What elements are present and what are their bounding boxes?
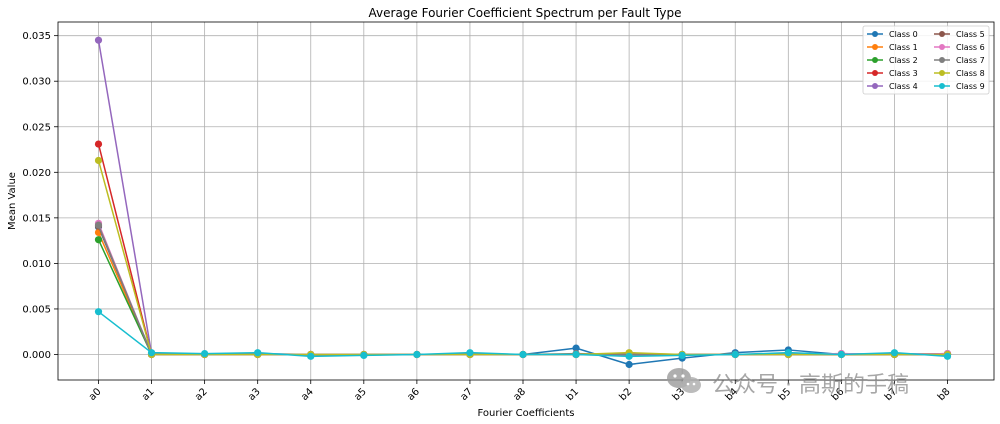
plot-frame: [57, 21, 995, 381]
data-point: [307, 352, 315, 360]
y-tick-label: 0.030: [22, 77, 51, 88]
legend-swatch-marker: [872, 57, 878, 63]
chart-title: Average Fourier Coefficient Spectrum per…: [369, 6, 682, 20]
grid: [58, 22, 994, 380]
legend-item: Class 5: [934, 30, 985, 39]
legend-label: Class 5: [956, 30, 985, 39]
legend-item: Class 7: [934, 56, 985, 65]
legend-label: Class 7: [956, 56, 985, 65]
legend-item: Class 2: [867, 56, 918, 65]
data-point: [94, 140, 103, 148]
legend-label: Class 9: [956, 82, 985, 91]
data-point: [837, 350, 845, 359]
y-tick-label: 0.020: [22, 168, 51, 179]
x-tick-label: a2: [193, 386, 210, 403]
data-point: [413, 350, 421, 359]
x-tick-label: a1: [140, 386, 157, 403]
data-point: [784, 349, 792, 357]
x-tick-label: a8: [512, 386, 529, 403]
legend-swatch-marker: [939, 83, 945, 89]
data-point: [572, 344, 580, 352]
legend-box: [862, 25, 990, 95]
legend-swatch-marker: [939, 57, 945, 63]
legend-label: Class 0: [889, 30, 918, 39]
y-tick-label: 0.005: [22, 304, 51, 315]
y-axis-label: Mean Value: [7, 172, 18, 230]
y-tick-label: 0.015: [22, 213, 51, 224]
x-tick-label: b8: [936, 386, 953, 403]
data-point: [254, 349, 262, 357]
legend-item: Class 0: [867, 30, 918, 39]
x-axis-label: Fourier Coefficients: [477, 408, 574, 419]
x-tick-label: a3: [246, 386, 263, 403]
legend-item: Class 1: [867, 43, 918, 52]
data-point: [94, 236, 103, 244]
data-point: [678, 351, 686, 360]
data-point: [625, 352, 633, 360]
data-point: [943, 352, 952, 360]
legend-swatch-marker: [872, 83, 878, 89]
legend-label: Class 4: [889, 82, 918, 91]
series-class-9: [94, 308, 952, 360]
legend-label: Class 2: [889, 56, 918, 65]
legend-label: Class 3: [889, 69, 918, 78]
data-point: [94, 36, 103, 44]
legend-swatch-marker: [872, 70, 878, 76]
x-tick-label: b2: [617, 386, 634, 403]
data-point: [890, 349, 899, 357]
x-tick-label: a7: [458, 386, 475, 403]
data-point: [466, 349, 474, 357]
x-tick-label: a6: [405, 386, 422, 403]
data-point: [147, 349, 156, 357]
wechat-icon: [667, 368, 701, 393]
y-tick-label: 0.035: [22, 31, 51, 42]
data-point: [572, 350, 580, 359]
data-point: [731, 350, 739, 359]
legend-item: Class 3: [867, 69, 918, 78]
legend-label: Class 1: [889, 43, 918, 52]
legend-label: Class 8: [956, 69, 985, 78]
data-point: [519, 350, 527, 359]
y-tick-label: 0.000: [22, 350, 51, 361]
watermark-text: 公众号 · 高斯的手稿: [712, 373, 909, 398]
legend-swatch-marker: [872, 31, 878, 37]
legend-swatch-marker: [939, 70, 945, 76]
legend-item: Class 8: [934, 69, 985, 78]
x-tick-label: a4: [299, 386, 316, 403]
legend-swatch-marker: [939, 31, 945, 37]
data-point: [94, 221, 103, 229]
y-tick-label: 0.025: [22, 122, 51, 133]
legend-item: Class 4: [867, 82, 918, 91]
x-tick-label: a5: [352, 386, 369, 403]
legend: Class 0 Class 1 Class 2 Class 3 Class 4 Class…: [862, 25, 990, 95]
x-tick-label: b1: [564, 386, 581, 403]
series-group: [94, 36, 952, 369]
data-point: [94, 156, 103, 165]
data-point: [94, 308, 103, 316]
data-point: [360, 351, 368, 360]
y-axis-ticks: 0.000 0.005 0.010 0.015 0.020 0.025 0.030 0.035: [22, 31, 58, 361]
legend-item: Class 6: [934, 43, 985, 52]
data-point: [201, 349, 209, 358]
legend-item: Class 9: [934, 82, 985, 91]
legend-label: Class 6: [956, 43, 985, 52]
legend-swatch-marker: [939, 44, 945, 50]
watermark: 公众号 · 高斯的手稿: [667, 368, 909, 398]
legend-swatch-marker: [872, 44, 878, 50]
x-tick-label: a0: [87, 386, 104, 403]
y-tick-label: 0.010: [22, 259, 51, 270]
data-point: [625, 360, 633, 369]
